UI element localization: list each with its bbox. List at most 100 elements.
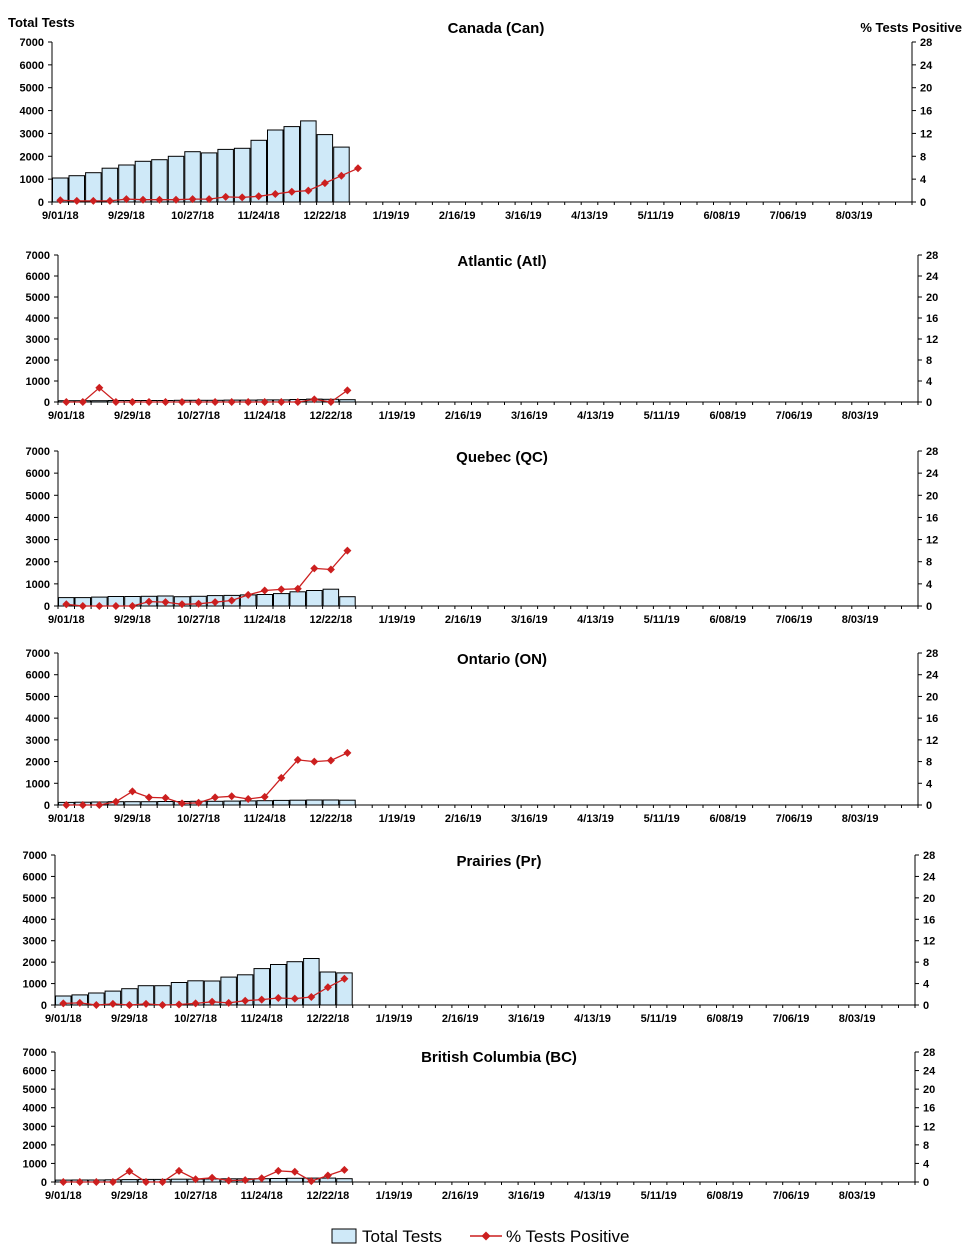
y-tick-label: 2000 (26, 557, 50, 569)
x-tick-label: 11/24/18 (241, 1190, 283, 1202)
bar (339, 799, 356, 806)
pct-positive-point (95, 383, 104, 392)
bar (306, 799, 323, 806)
x-tick-label: 7/06/19 (770, 210, 807, 222)
y2-tick-label: 16 (926, 512, 938, 524)
x-tick-label: 10/27/18 (177, 614, 220, 626)
pct-positive-point (326, 565, 335, 574)
bar (184, 151, 201, 203)
y2-tick-label: 4 (923, 979, 930, 991)
pct-positive-point (241, 996, 250, 1005)
pct-positive-point (95, 602, 104, 610)
pct-positive-point (254, 192, 263, 201)
x-tick-label: 2/16/19 (445, 813, 482, 825)
y-tick-label: 7000 (26, 648, 50, 660)
y2-tick-label: 12 (926, 334, 938, 346)
pct-positive-point (310, 395, 319, 404)
x-tick-label: 7/06/19 (776, 813, 813, 825)
chart-panel-3: Quebec (QC) 0 1000 2000 3000 4000 5000 6000 7000… (26, 446, 940, 626)
x-tick-label: 3/16/19 (511, 410, 548, 422)
pct-positive-point (59, 999, 68, 1008)
y-tick-label: 3000 (23, 1121, 47, 1133)
pct-positive-point (260, 586, 269, 595)
pct-positive-point (326, 398, 335, 406)
y2-tick-label: 4 (926, 579, 933, 591)
x-tick-label: 12/22/18 (303, 210, 346, 222)
pct-positive-point (92, 1178, 101, 1186)
x-tick-label: 6/08/19 (703, 210, 740, 222)
y2-tick-label: 12 (920, 128, 932, 140)
pct-positive-point (145, 398, 153, 406)
x-tick-label: 12/22/18 (309, 813, 352, 825)
x-tick-label: 8/03/19 (842, 410, 879, 422)
x-tick-label: 5/11/19 (641, 1013, 677, 1025)
pct-positive-point (128, 787, 137, 796)
y2-tick-label: 4 (926, 376, 933, 388)
pct-positive-point (108, 1178, 117, 1186)
y2-tick-label: 0 (926, 800, 932, 812)
y-tick-label: 1000 (23, 1158, 47, 1170)
x-tick-label: 6/08/19 (706, 1190, 743, 1202)
x-tick-label: 1/19/19 (376, 1013, 413, 1025)
pct-positive-point (257, 995, 266, 1004)
pct-positive-point (178, 398, 186, 406)
pct-positive-point (244, 398, 253, 406)
bar (286, 1177, 303, 1183)
x-tick-label: 4/13/19 (577, 410, 614, 422)
pct-positive-point (205, 195, 214, 204)
pct-positive-point (178, 600, 186, 609)
x-tick-label: 5/11/19 (644, 410, 680, 422)
y2-tick-label: 24 (920, 60, 933, 72)
x-tick-label: 9/01/18 (48, 614, 85, 626)
y-tick-label: 2000 (20, 151, 44, 163)
pct-positive-point (145, 793, 153, 802)
pct-positive-point (191, 999, 200, 1008)
pct-positive-point (125, 1167, 134, 1176)
x-tick-label: 1/19/19 (379, 813, 416, 825)
bar (270, 1178, 287, 1183)
y-tick-label: 6000 (26, 670, 50, 682)
y2-tick-label: 8 (923, 957, 929, 969)
pct-positive-point (340, 1165, 349, 1174)
legend-marker-swatch (481, 1231, 491, 1241)
y-tick-label: 0 (44, 800, 50, 812)
pct-positive-point (323, 1171, 332, 1180)
y2-tick-label: 8 (926, 757, 932, 769)
y2-tick-label: 12 (923, 936, 935, 948)
x-tick-label: 8/03/19 (839, 1190, 876, 1202)
pct-positive-point (221, 192, 230, 201)
x-tick-label: 11/24/18 (238, 210, 280, 222)
bar (151, 159, 168, 203)
y2-tick-label: 0 (926, 397, 932, 409)
pct-positive-point (227, 596, 236, 605)
x-tick-label: 9/29/18 (114, 614, 151, 626)
y-tick-label: 4000 (23, 1103, 47, 1115)
pct-positive-point (274, 994, 283, 1002)
pct-positive-point (277, 585, 286, 594)
left-axis-title: Total Tests (8, 15, 75, 30)
x-tick-label: 1/19/19 (376, 1190, 413, 1202)
y-tick-label: 7000 (20, 37, 44, 49)
pct-positive-point (224, 998, 233, 1007)
chart-panel-6: British Columbia (BC) 0 1000 2000 3000 4000 50… (23, 1047, 937, 1202)
pct-positive-point (211, 598, 220, 607)
x-tick-label: 12/22/18 (309, 410, 352, 422)
x-tick-label: 9/29/18 (114, 813, 151, 825)
y-tick-label: 1000 (26, 778, 50, 790)
pct-positive-point (290, 1167, 299, 1176)
y-tick-label: 2000 (23, 957, 47, 969)
x-tick-label: 2/16/19 (445, 614, 482, 626)
bar (322, 799, 340, 806)
x-tick-label: 10/27/18 (177, 813, 220, 825)
x-tick-label: 5/11/19 (638, 210, 674, 222)
pct-positive-point (175, 1166, 183, 1175)
bar (322, 588, 340, 607)
x-tick-label: 4/13/19 (574, 1013, 611, 1025)
y-tick-label: 5000 (20, 83, 44, 95)
pct-positive-point (287, 187, 296, 196)
y-tick-label: 5000 (26, 691, 50, 703)
pct-positive-point (224, 1176, 233, 1185)
y2-tick-label: 0 (923, 1177, 929, 1189)
bar (339, 596, 356, 607)
pct-positive-point (194, 798, 203, 807)
